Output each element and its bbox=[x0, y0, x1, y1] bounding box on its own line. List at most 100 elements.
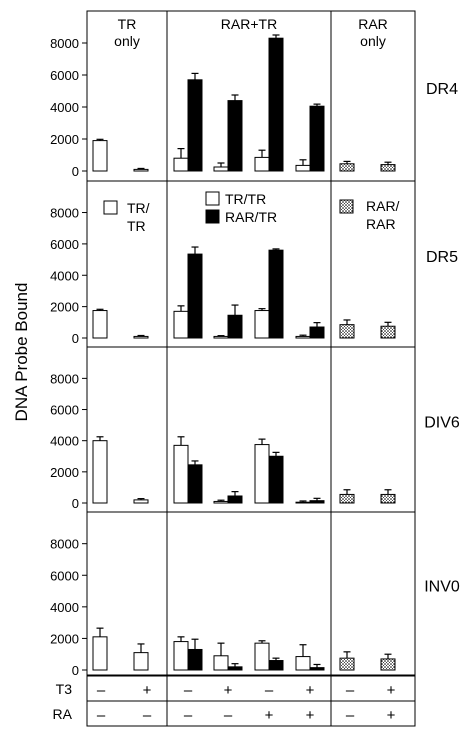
legend-tr-tr-single-line1: TR/ bbox=[127, 200, 150, 216]
bar-rar-tr bbox=[309, 500, 325, 504]
bar-tr-only bbox=[92, 310, 108, 339]
condition-ra-symbol: – bbox=[143, 707, 152, 724]
bar-rar-tr bbox=[268, 37, 284, 172]
legend-swatch-rar-rar bbox=[339, 199, 354, 214]
y-tick-label: 6000 bbox=[50, 568, 79, 583]
bar-rar-tr bbox=[227, 314, 243, 339]
y-tick-label: 8000 bbox=[50, 537, 79, 552]
bar-tr-only bbox=[92, 440, 108, 504]
y-axis-label: DNA Probe Bound bbox=[12, 283, 31, 422]
bar-tr-tr bbox=[295, 656, 311, 671]
condition-ra-symbol: + bbox=[265, 707, 274, 724]
bar-rar-tr bbox=[227, 100, 243, 172]
y-tick-label: 4000 bbox=[50, 434, 79, 449]
bar-rar-tr bbox=[268, 455, 284, 504]
y-tick-label: 8000 bbox=[50, 371, 79, 386]
bar-rar-rar bbox=[380, 164, 396, 172]
panel-label: DIV6 bbox=[424, 415, 460, 432]
y-tick-label: 0 bbox=[72, 331, 79, 346]
legend-rar-rar-line2: RAR bbox=[366, 216, 396, 232]
group-label-rar-tr: RAR+TR bbox=[221, 16, 277, 32]
bar-rar-tr bbox=[309, 667, 325, 671]
legend-rar-tr: RAR/TR bbox=[225, 209, 277, 225]
group-label-tr-only-line1: TR bbox=[118, 16, 137, 32]
bar-tr-only bbox=[92, 140, 108, 172]
bar-rar-tr bbox=[187, 79, 203, 172]
bar-rar-rar bbox=[380, 658, 396, 671]
bar-rar-tr bbox=[268, 660, 284, 671]
condition-t3-symbol: – bbox=[97, 682, 106, 699]
bar-tr-tr bbox=[295, 335, 311, 339]
condition-ra-symbol: + bbox=[306, 707, 315, 724]
y-tick-label: 2000 bbox=[50, 132, 79, 147]
bar-rar-tr bbox=[309, 326, 325, 339]
condition-row-ra-box bbox=[86, 700, 416, 727]
bar-tr-tr bbox=[173, 157, 189, 172]
condition-ra-symbol: – bbox=[184, 707, 193, 724]
panel-dr4: 0 2000 4000 6000 8000 DR4 bbox=[50, 10, 458, 182]
y-tick-label: 0 bbox=[72, 164, 79, 179]
bar-tr-tr bbox=[173, 641, 189, 671]
bar-rar-tr bbox=[227, 495, 243, 504]
legend: TR/ TR TR/TR RAR/TR RAR/ RAR bbox=[103, 191, 400, 234]
legend-tr-tr: TR/TR bbox=[225, 191, 266, 207]
legend-swatch-tr-tr bbox=[205, 191, 220, 206]
condition-t3-symbol: – bbox=[265, 682, 274, 699]
panel-div6: 0 2000 4000 6000 8000 DIV6 bbox=[50, 346, 460, 513]
y-tick-label: 6000 bbox=[50, 403, 79, 418]
condition-ra-symbol: – bbox=[346, 707, 355, 724]
bar-rar-rar bbox=[380, 325, 396, 339]
bar-tr-tr bbox=[173, 444, 189, 504]
bar-rar-rar bbox=[339, 324, 355, 339]
bar-tr-tr bbox=[213, 500, 229, 504]
y-tick-label: 2000 bbox=[50, 300, 79, 315]
bar-rar-rar bbox=[339, 493, 355, 504]
condition-label-t3: T3 bbox=[56, 681, 73, 697]
bar-rar-tr bbox=[268, 249, 284, 339]
bar-rar-rar bbox=[339, 657, 355, 671]
y-tick-label: 8000 bbox=[50, 206, 79, 221]
condition-t3-symbol: + bbox=[224, 682, 233, 699]
condition-ra-symbol: – bbox=[97, 707, 106, 724]
bar-tr-only bbox=[133, 168, 149, 172]
bar-tr-tr bbox=[254, 156, 270, 172]
legend-tr-tr-single-line2: TR bbox=[127, 218, 146, 234]
bar-tr-tr bbox=[213, 166, 229, 172]
condition-t3-symbol: + bbox=[387, 682, 396, 699]
bar-rar-tr bbox=[309, 105, 325, 172]
bar-tr-tr bbox=[213, 335, 229, 339]
y-tick-label: 6000 bbox=[50, 68, 79, 83]
group-label-tr-only-line2: only bbox=[114, 33, 140, 49]
y-tick-label: 6000 bbox=[50, 237, 79, 252]
bar-rar-rar bbox=[380, 493, 396, 504]
panels: 0 2000 4000 6000 8000 DR4 0 2000 4000 6000 8000 DR5… bbox=[50, 10, 460, 678]
condition-t3-symbol: – bbox=[184, 682, 193, 699]
condition-t3-symbol: – bbox=[346, 682, 355, 699]
legend-swatch-rar-tr bbox=[205, 209, 220, 224]
bar-rar-tr bbox=[187, 648, 203, 671]
bar-tr-tr bbox=[213, 655, 229, 671]
panel-inv0: 0 2000 4000 6000 8000 INV0 bbox=[50, 511, 460, 678]
bar-rar-tr bbox=[187, 464, 203, 504]
condition-t3-symbol: + bbox=[306, 682, 315, 699]
y-tick-label: 4000 bbox=[50, 600, 79, 615]
y-tick-label: 0 bbox=[72, 663, 79, 678]
bar-rar-tr bbox=[187, 253, 203, 339]
bar-tr-tr bbox=[295, 501, 311, 504]
group-label-rar-only-line2: only bbox=[360, 33, 386, 49]
panel-label: INV0 bbox=[424, 579, 460, 596]
condition-table: T3 RA – + – + – + – + – – – – + + – + bbox=[53, 675, 416, 727]
panel-frame bbox=[86, 511, 416, 676]
bar-tr-tr bbox=[254, 642, 270, 671]
y-tick-label: 8000 bbox=[50, 36, 79, 51]
bar-rar-rar bbox=[339, 163, 355, 172]
bar-rar-tr bbox=[227, 666, 243, 671]
condition-label-ra: RA bbox=[53, 706, 73, 722]
condition-ra-symbol: – bbox=[224, 707, 233, 724]
condition-row-t3-box bbox=[86, 675, 416, 702]
panel-label: DR4 bbox=[426, 81, 458, 98]
panel-dr5: 0 2000 4000 6000 8000 DR5 bbox=[50, 180, 458, 348]
panel-frame bbox=[86, 346, 416, 513]
panel-label: DR5 bbox=[426, 249, 458, 266]
bar-tr-only bbox=[92, 636, 108, 671]
